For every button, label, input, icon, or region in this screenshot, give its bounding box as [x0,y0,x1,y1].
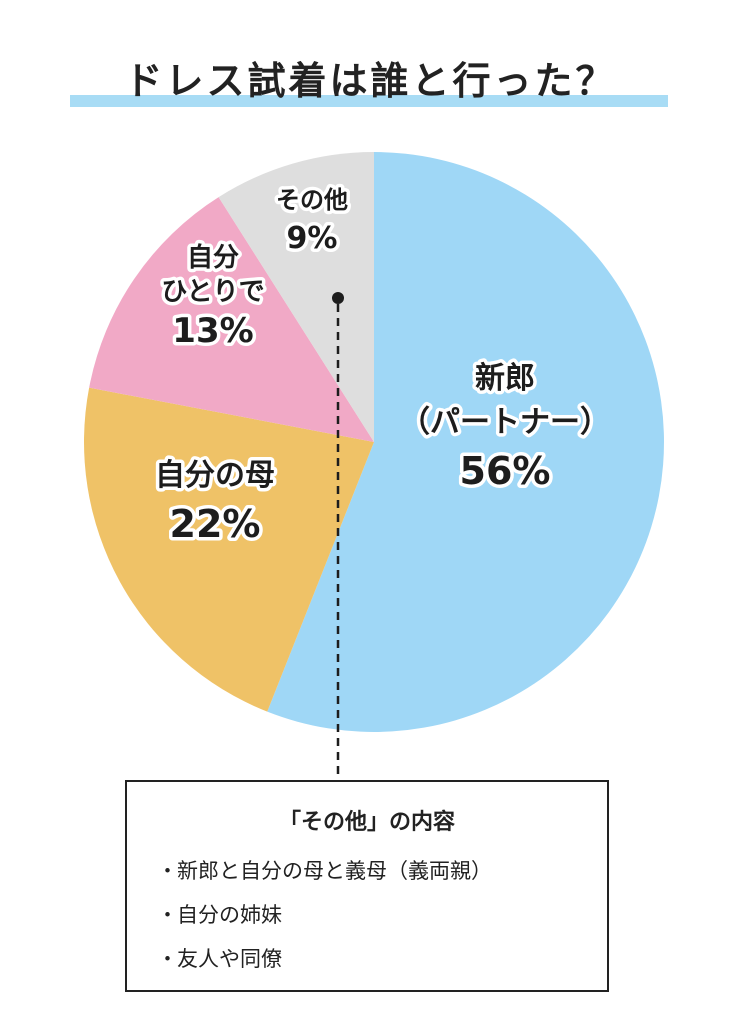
title-area: ドレス試着は誰と行った？ [0,0,741,120]
pie-slices [83,152,665,733]
bullet: ・ [157,903,178,927]
bullet: ・ [157,947,178,971]
other-details-title: 「その他」の内容 [278,810,455,835]
other-details-list: ・新郎と自分の母と義母（義両親） ・自分の姉妹 ・友人や同僚 [157,856,492,988]
slice-name-label: その他 [276,186,348,214]
list-item-text: 新郎と自分の母と義母（義両親） [177,859,492,883]
bullet: ・ [157,859,178,883]
slice-other [218,152,374,442]
title-underline [70,95,668,107]
slice-name-label: ひとりで [161,277,264,307]
list-item: ・友人や同僚 [157,944,492,988]
slice-mother-label: 自分の母 22% [152,455,279,550]
slice-name-label: 新郎 [475,361,535,396]
chart-title: ドレス試着は誰と行った？ [124,59,617,103]
slice-percent-label: 56% [460,449,551,493]
slice-percent-label: 22% [170,502,261,546]
slice-percent-label: 13% [172,311,253,351]
slice-mother [83,387,375,712]
other-details-box: 「その他」の内容 ・新郎と自分の母と義母（義両親） ・自分の姉妹 ・友人や同僚 [125,780,609,992]
leader-dot [332,292,344,304]
slice-name-label: 自分の母 [155,458,275,493]
slice-partner [267,152,665,733]
list-item: ・新郎と自分の母と義母（義両親） [157,856,492,900]
leader-line-group [332,292,344,780]
list-item: ・自分の姉妹 [157,900,492,944]
list-item-text: 友人や同僚 [177,947,282,971]
slice-other-label: その他 9% [273,183,352,260]
slice-name-label: （パートナー） [400,405,610,440]
slice-alone [89,197,375,442]
list-item-text: 自分の姉妹 [177,903,282,927]
slice-partner-label: 新郎 （パートナー） 56% [397,358,614,497]
slice-percent-label: 9% [287,221,338,256]
slice-name-label: 自分 [187,242,239,273]
